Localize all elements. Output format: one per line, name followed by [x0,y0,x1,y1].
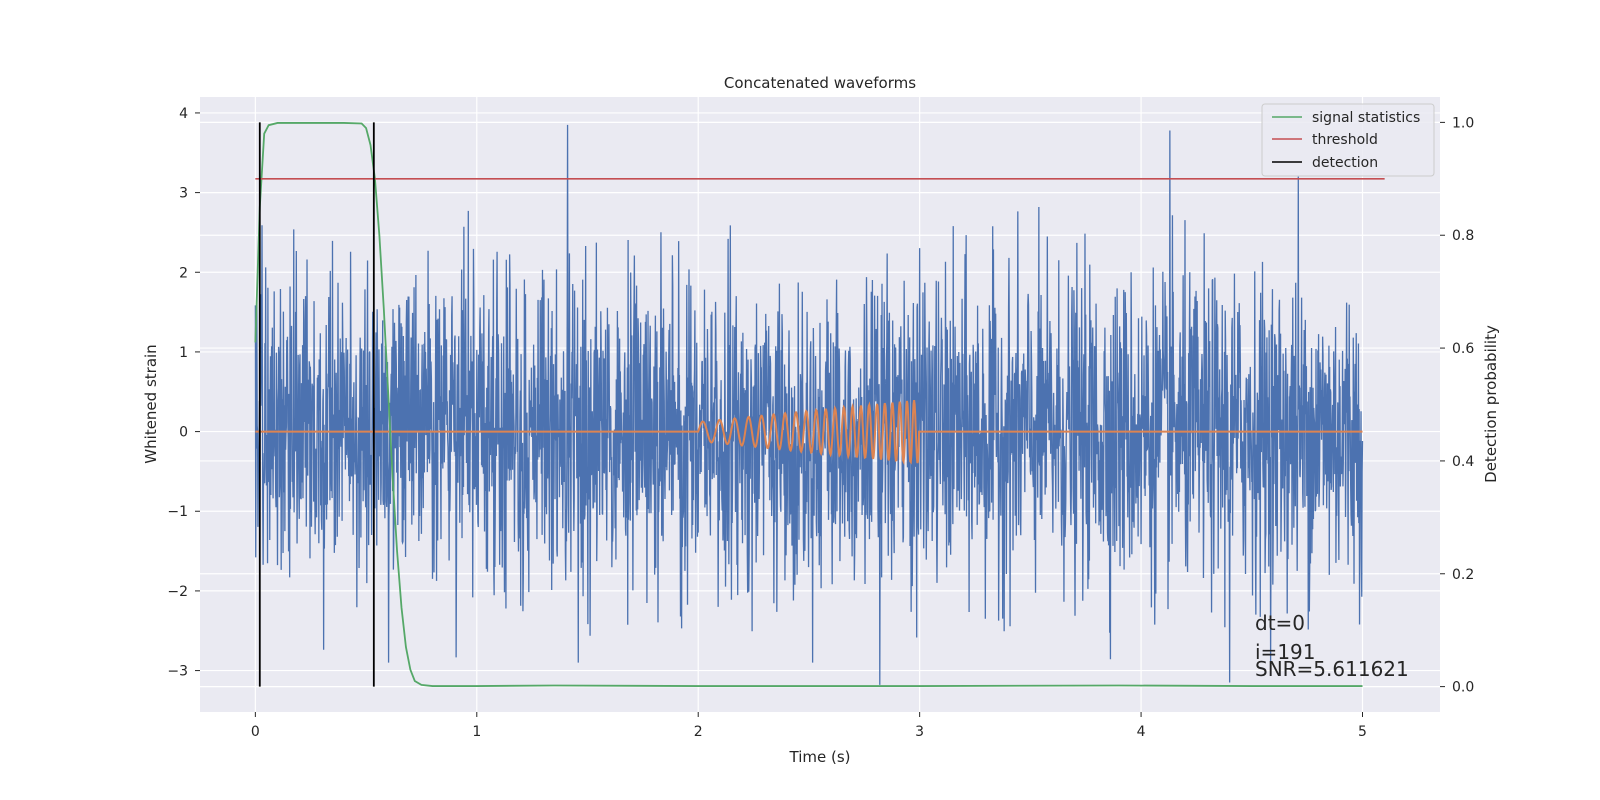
chart-title: Concatenated waveforms [724,74,916,92]
x-tick-label: 5 [1358,724,1367,740]
x-tick-label: 0 [251,724,260,740]
series-template [255,400,1363,466]
x-tick-label: 1 [472,724,481,740]
x-tick-label: 2 [694,724,703,740]
legend-label-signal-statistics: signal statistics [1312,110,1420,126]
annotation-snr: SNR=5.611621 [1255,657,1409,681]
y2-axis-label: Detection probability [1482,325,1500,483]
x-axis-ticks: 0 1 2 3 4 5 [251,712,1367,740]
y2-axis-ticks: 0.0 0.2 0.4 0.6 0.8 1.0 [1440,115,1474,696]
y-tick-label: −2 [167,584,188,600]
y2-tick-label: 0.8 [1452,228,1474,244]
legend-box [1261,103,1435,177]
strain-line [254,124,1364,685]
y-tick-label: 0 [179,425,188,441]
x-tick-label: 4 [1137,724,1146,740]
series-strain [254,124,1364,685]
y-tick-label: 4 [179,106,188,122]
x-axis-label: Time (s) [789,748,851,766]
y-tick-label: 2 [179,265,188,281]
annotation-dt: dt=0 [1255,611,1305,635]
y-tick-label: 1 [179,345,188,361]
y2-tick-label: 0.0 [1452,680,1474,696]
y-tick-label: −3 [167,664,188,680]
y-axis-ticks: −3 −2 −1 0 1 2 3 4 [167,106,200,680]
y2-tick-label: 0.2 [1452,567,1474,583]
y-tick-label: 3 [179,186,188,202]
series-detection [258,122,375,687]
template-line [255,400,1363,466]
legend: signal statistics threshold detection [1261,103,1435,177]
x-tick-label: 3 [915,724,924,740]
y2-tick-label: 0.6 [1452,341,1474,357]
y2-tick-label: 0.4 [1452,454,1474,470]
annotation-i: i=191 [1255,640,1316,664]
y2-tick-label: 1.0 [1452,115,1474,131]
legend-label-threshold: threshold [1312,132,1378,148]
signal-statistics-line [254,122,1363,687]
y-tick-label: −1 [167,504,188,520]
legend-label-detection: detection [1312,155,1378,171]
y-axis-label: Whitened strain [142,344,160,463]
series-signal-statistics [254,122,1363,687]
